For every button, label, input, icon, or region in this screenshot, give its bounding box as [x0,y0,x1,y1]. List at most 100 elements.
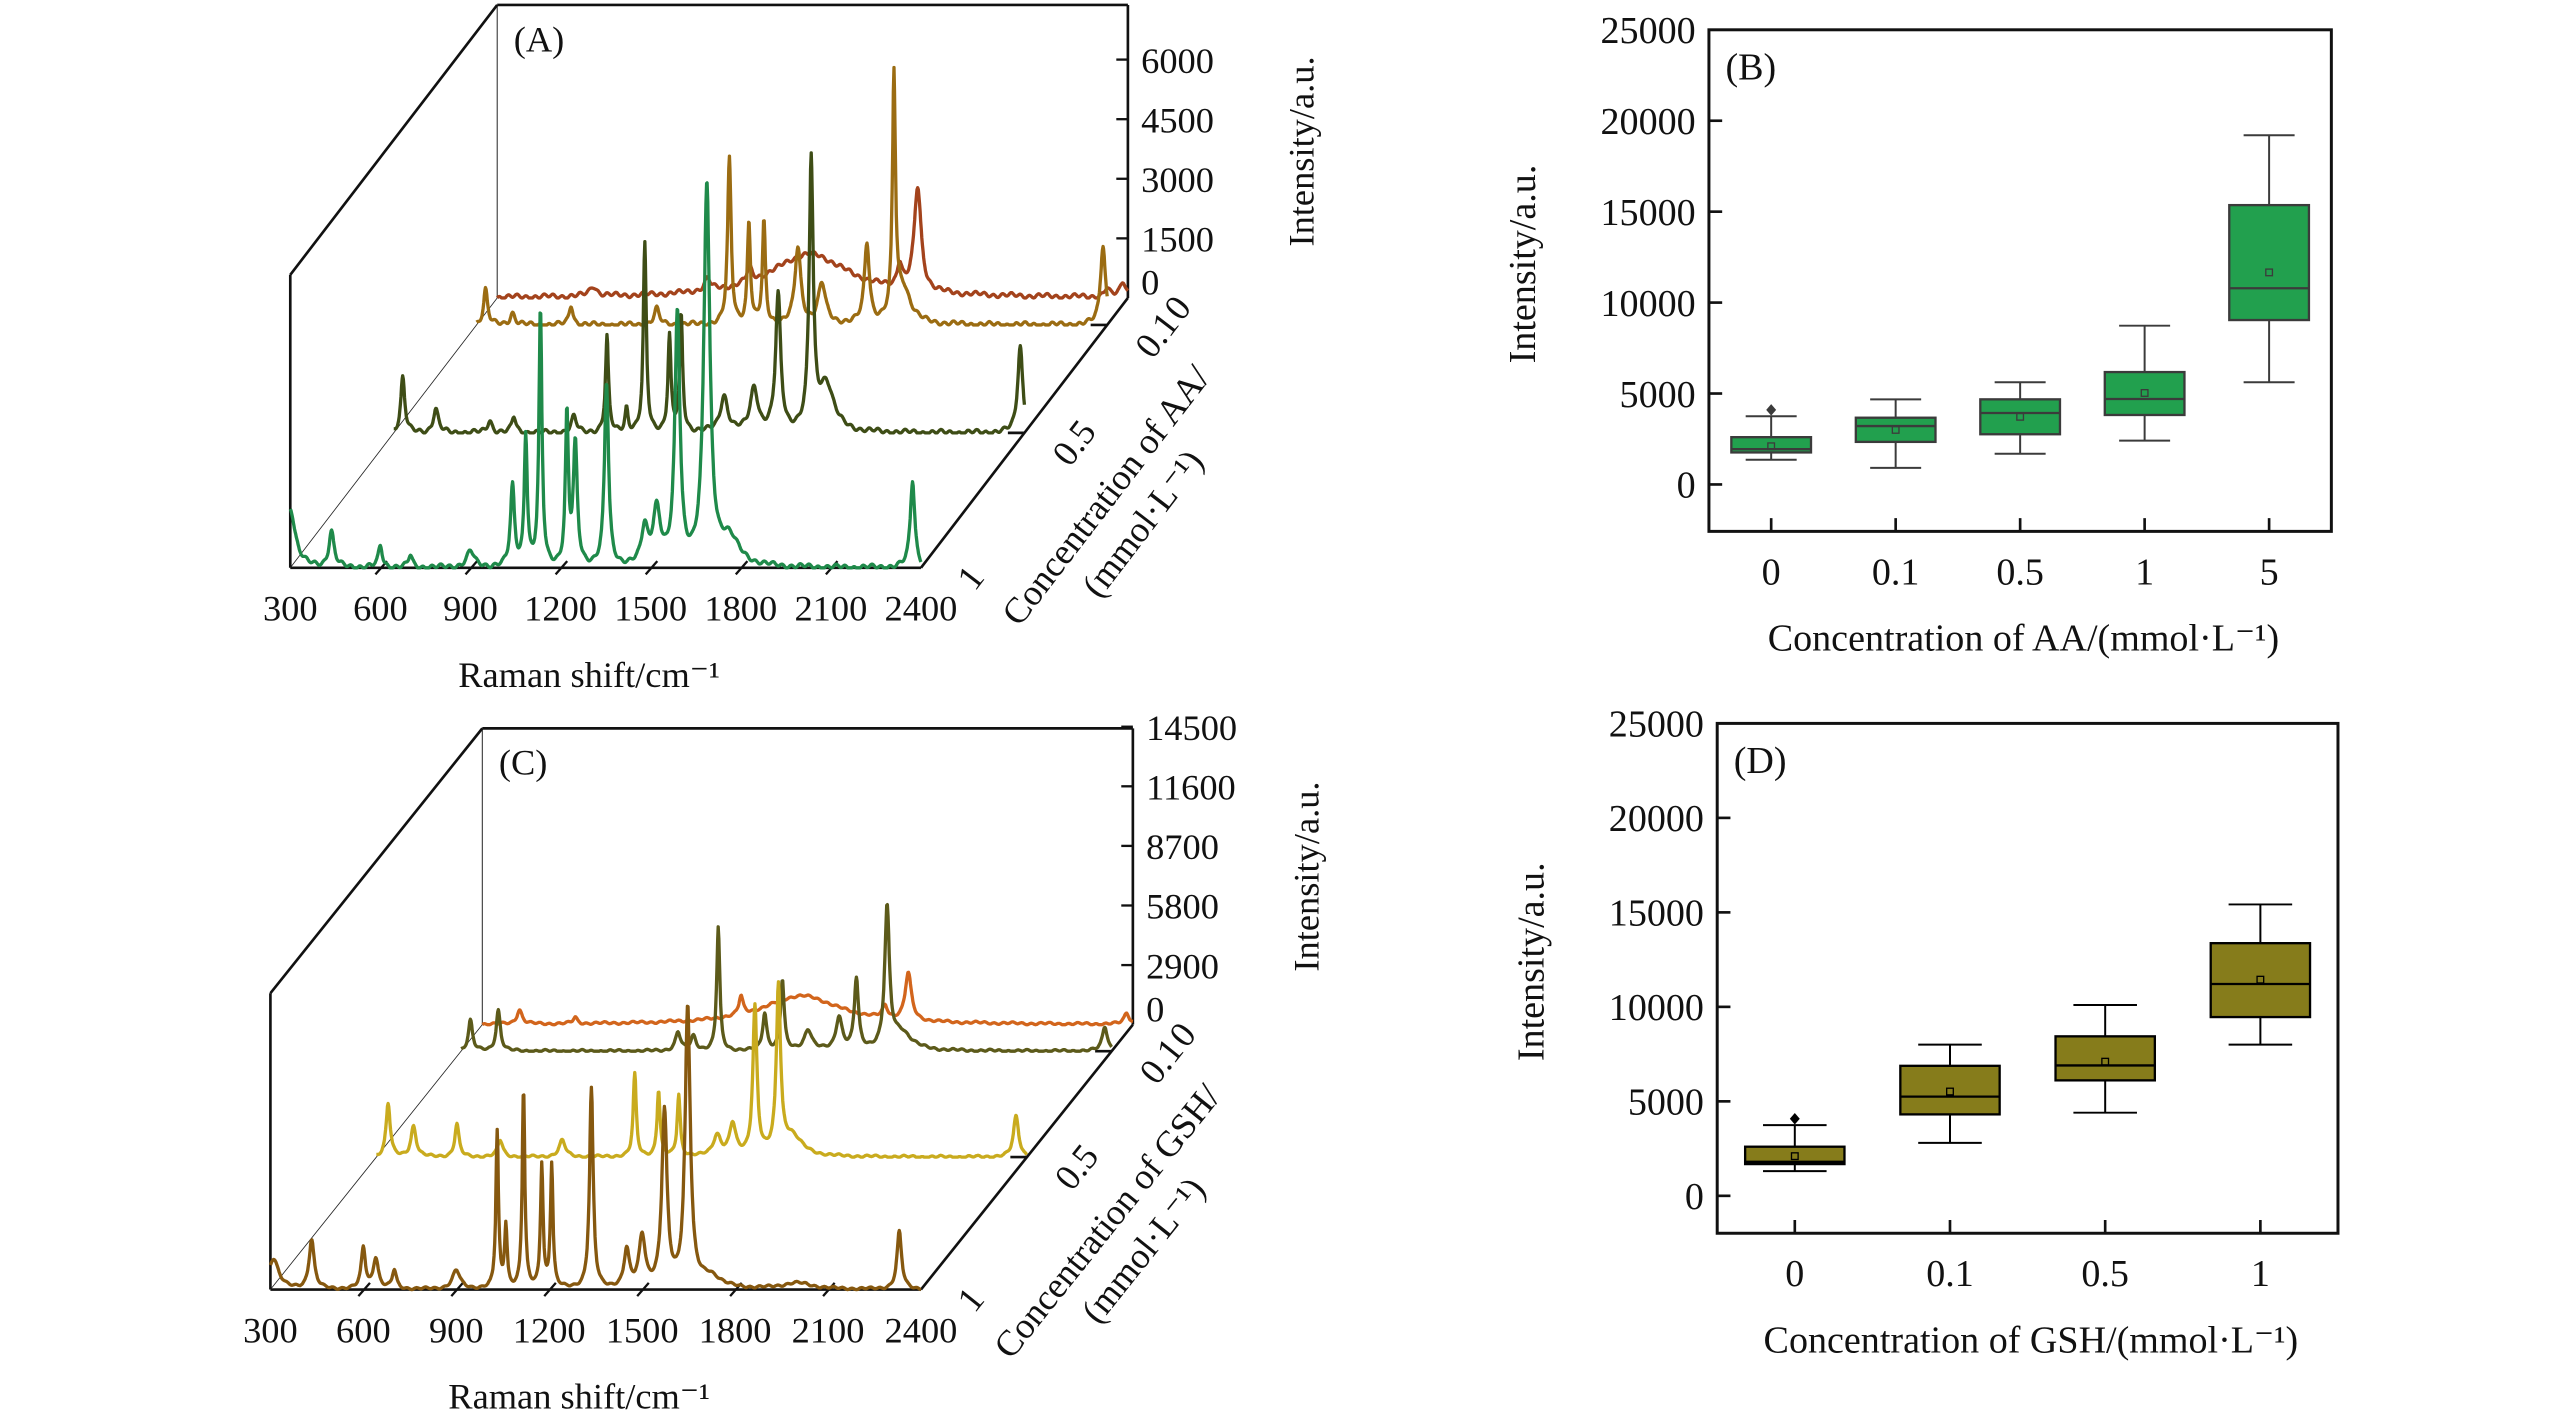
x-tick-label: 600 [353,589,408,629]
mean-marker [2256,975,2265,984]
panel-label: (D) [1734,740,1787,782]
x-tick [734,560,749,576]
outlier-point [1766,404,1777,416]
panel-label: (A) [514,19,565,59]
box-iqr [2209,942,2312,1019]
bottom-left-depth-line [270,1024,483,1290]
box-0.1 [1899,1043,2001,1144]
y-tick-label: 5800 [1146,887,1219,927]
y-tick-label: 20000 [1601,101,1696,143]
outlier-point [1789,1112,1800,1125]
x-tick [543,1282,557,1297]
panel-a-spectra: 300 600 900 1200 1500 1800 2100 2400 Raman shift… [263,3,1321,695]
y-tick-label: 0 [1146,989,1164,1029]
box-iqr [2054,1035,2157,1082]
x-tick [554,560,569,576]
x-tick-label: 0.1 [1872,551,1920,593]
spectrum-line-0.1 [460,903,1113,1053]
z-tick-label: 0.5 [1044,413,1103,473]
y-tick-label: 11600 [1146,768,1236,808]
x-tick-label: 0 [1785,1253,1804,1295]
x-axis-title: Concentration of AA/(mmol·L⁻¹) [1768,618,2279,660]
spectrum-line-0.5 [375,980,1029,1159]
x-tick-label: 2400 [885,589,958,629]
box-0.1 [1854,398,1937,469]
x-tick-label: 600 [336,1311,391,1351]
y-tick-label: 3000 [1141,160,1214,200]
x-tick-label: 0.5 [2081,1253,2129,1295]
x-tick [636,1282,650,1297]
y-tick-label: 10000 [1601,283,1696,325]
mean-marker [1767,442,1776,451]
left-depth-edge [269,727,484,995]
panel-d-boxplot: 0 5000 10000 15000 20000 25000 Intensity/a.u. (… [1510,704,2340,1361]
spectrum-line-1 [288,181,923,570]
x-tick-label: 2100 [794,589,867,629]
mean-marker [1790,1152,1799,1161]
y-tick-label: 20000 [1609,798,1704,840]
y-tick-label: 25000 [1609,704,1704,746]
x-tick-label: 1500 [606,1311,679,1351]
y-tick-label: 4500 [1141,100,1214,140]
mean-marker [2140,389,2149,397]
box-0 [1730,404,1813,461]
box-1 [2103,324,2186,442]
box-iqr [1743,1145,1846,1166]
left-depth-edge [289,4,499,276]
mean-marker [1891,425,1900,434]
y-tick-label: 8700 [1146,827,1219,867]
x-tick-label: 1500 [614,589,687,629]
box-iqr [1854,416,1937,444]
y-axis-title: Intensity/a.u. [1286,781,1326,971]
x-tick-label: 1 [2135,551,2154,593]
panel-c-spectra: 300 600 900 1200 1500 1800 2100 2400 Raman shift… [243,708,1326,1417]
panel-label: (B) [1725,46,1776,88]
x-tick-label: 1200 [524,589,597,629]
x-tick-label: 1200 [513,1311,586,1351]
box-iqr [2228,203,2311,322]
box-0 [1743,1112,1846,1173]
y-tick-label: 15000 [1609,893,1704,935]
y-tick-label: 14500 [1146,708,1237,748]
x-tick-label: 2400 [885,1311,958,1351]
x-axis-title: Raman shift/cm⁻¹ [448,1377,710,1417]
mean-marker [1946,1087,1954,1096]
mean-marker [2016,412,2025,421]
x-tick-label: 1 [2251,1253,2270,1295]
y-axis-title: Intensity/a.u. [1281,56,1321,246]
x-tick-label: 900 [429,1311,484,1351]
x-tick-label: 0.1 [1926,1253,1974,1295]
plot-frame [1715,721,2340,1235]
spectrum-line-0.1 [475,65,1109,327]
y-axis-title: Intensity/a.u. [1510,862,1552,1061]
bottom-left-depth-line [289,297,498,569]
concentration-axis [919,1023,1134,1291]
mean-marker [2265,268,2274,277]
y-tick-label: 15000 [1601,192,1696,234]
y-tick-label: 0 [1141,263,1159,303]
x-tick [464,560,478,576]
x-tick-label: 0 [1762,551,1781,593]
y-axis-title: Intensity/a.u. [1502,165,1544,364]
box-iqr [1979,398,2062,436]
y-tick-label: 1500 [1141,220,1214,260]
y-tick-label: 25000 [1601,10,1696,52]
y-tick-label: 0 [1685,1176,1704,1218]
y-tick-label: 10000 [1609,987,1704,1029]
mean-marker [2101,1057,2110,1066]
box-iqr [1899,1064,2001,1116]
x-tick [644,560,659,576]
x-tick-label: 300 [243,1311,298,1351]
x-tick [357,1282,371,1297]
x-tick-label: 900 [443,589,498,629]
box-0.5 [1979,381,2062,455]
x-tick [450,1282,464,1297]
x-tick-label: 1800 [704,589,777,629]
y-tick-label: 2900 [1146,946,1219,986]
x-axis-title: Concentration of GSH/(mmol·L⁻¹) [1764,1319,2299,1361]
x-tick-label: 300 [263,589,318,629]
x-axis-title: Raman shift/cm⁻¹ [458,655,720,695]
x-tick-label: 2100 [792,1311,865,1351]
x-tick-label: 1800 [699,1311,772,1351]
